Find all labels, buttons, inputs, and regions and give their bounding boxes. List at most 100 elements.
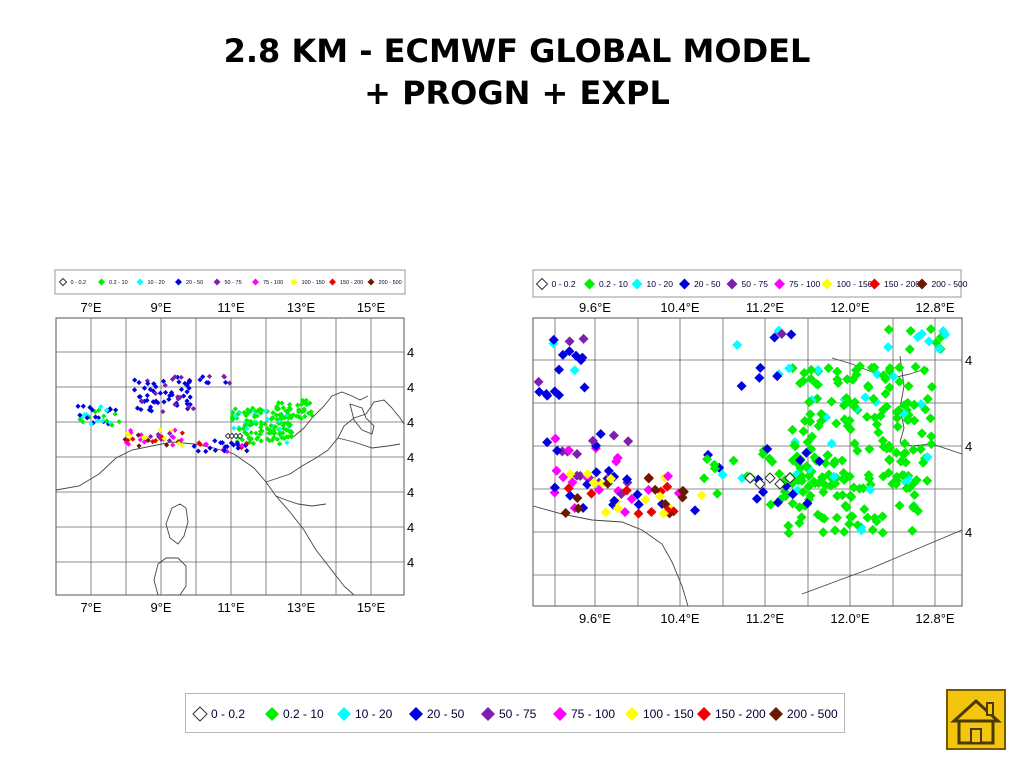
- coastline-path: [532, 505, 689, 607]
- station-marker: [162, 389, 169, 396]
- coastline-path: [337, 437, 401, 449]
- lon-tick-bottom: 9.6°E: [579, 611, 611, 626]
- station-marker: [277, 426, 283, 432]
- station-marker: [557, 446, 568, 457]
- station-marker: [755, 362, 766, 373]
- legend-label: 0 - 0.2: [71, 280, 87, 286]
- lon-tick-top: 9°E: [150, 300, 171, 315]
- station-marker: [900, 457, 911, 468]
- station-marker: [784, 472, 796, 484]
- station-marker: [848, 482, 859, 493]
- station-marker: [611, 456, 622, 467]
- station-marker: [696, 490, 707, 501]
- station-marker: [147, 386, 153, 393]
- legend-label: 0.2 - 10: [599, 279, 628, 289]
- station-marker: [246, 435, 252, 441]
- station-marker: [878, 370, 889, 381]
- lon-tick-bottom: 10.4°E: [660, 611, 700, 626]
- coastline-path: [265, 399, 405, 483]
- station-marker: [918, 457, 929, 468]
- station-marker: [551, 465, 562, 476]
- station-marker: [790, 441, 801, 452]
- station-marker: [160, 378, 167, 384]
- station-marker: [916, 428, 927, 439]
- station-marker: [150, 399, 156, 405]
- legend-marker: [175, 278, 182, 286]
- legend-label: 75 - 100: [789, 279, 820, 289]
- map-right-frame: [532, 317, 963, 607]
- legend-label: 20 - 50: [694, 279, 721, 289]
- station-marker: [798, 376, 809, 387]
- station-marker: [608, 430, 619, 441]
- station-marker: [839, 526, 850, 537]
- station-marker: [883, 342, 894, 353]
- station-marker: [677, 485, 688, 496]
- station-marker: [586, 488, 597, 499]
- legend-label: 150 - 200: [884, 279, 920, 289]
- lon-tick-top: 13°E: [287, 300, 316, 315]
- station-marker: [573, 503, 584, 514]
- station-marker: [805, 373, 816, 384]
- legend-marker: [631, 278, 643, 290]
- station-marker: [856, 525, 867, 536]
- lon-tick-top: 11.2°E: [746, 300, 785, 315]
- station-marker: [865, 484, 876, 495]
- station-marker: [280, 405, 287, 411]
- station-marker: [871, 419, 882, 430]
- station-marker: [658, 508, 669, 519]
- station-marker: [181, 393, 187, 399]
- station-marker: [148, 408, 155, 414]
- station-marker: [794, 518, 805, 529]
- lon-tick-bottom: 11.2°E: [746, 611, 785, 626]
- station-marker: [908, 502, 919, 513]
- legend-label: 100 - 150: [302, 280, 325, 286]
- station-marker: [767, 456, 778, 467]
- station-marker: [831, 418, 842, 429]
- corsica-outline: [165, 503, 189, 545]
- station-marker: [703, 449, 714, 460]
- lat-tick-right: 42°N: [407, 520, 414, 535]
- station-marker: [774, 468, 785, 479]
- station-marker: [919, 365, 930, 376]
- station-marker: [849, 438, 860, 449]
- legend-marker: [265, 707, 279, 721]
- station-marker: [157, 427, 163, 433]
- lon-tick-bottom: 12.0°E: [830, 611, 870, 626]
- istria-outline: [349, 403, 375, 435]
- station-marker: [838, 400, 849, 411]
- station-marker: [280, 423, 286, 429]
- station-marker: [864, 443, 875, 454]
- station-marker: [852, 445, 863, 456]
- station-marker: [130, 436, 136, 442]
- station-marker: [916, 328, 927, 339]
- station-marker: [863, 380, 874, 391]
- station-marker: [801, 461, 812, 472]
- station-marker: [877, 435, 888, 446]
- legend-label: 200 - 500: [932, 279, 968, 289]
- station-marker: [232, 406, 239, 412]
- station-marker: [264, 436, 271, 442]
- map-left-grid: [56, 318, 404, 595]
- station-marker: [620, 507, 631, 518]
- station-marker: [860, 392, 871, 403]
- home-button[interactable]: [946, 689, 1006, 750]
- station-marker: [221, 447, 228, 453]
- title-line-1: 2.8 KM - ECMWF GLOBAL MODEL: [223, 32, 811, 70]
- station-marker: [714, 462, 725, 473]
- station-marker: [875, 411, 886, 422]
- legend-marker: [367, 278, 375, 286]
- station-marker: [575, 470, 586, 481]
- station-marker: [786, 329, 797, 340]
- station-marker: [294, 402, 301, 408]
- station-marker: [830, 525, 841, 536]
- legend-bar: 0 - 0.2 0.2 - 10 10 - 20 20 - 50 50 - 75 75 -…: [185, 693, 845, 733]
- station-marker: [533, 376, 544, 387]
- station-marker: [880, 388, 891, 399]
- legend-label: 200 - 500: [787, 707, 838, 721]
- legend-label: 100 - 150: [837, 279, 873, 289]
- station-marker: [275, 420, 282, 426]
- station-marker: [161, 399, 167, 405]
- station-marker: [588, 477, 599, 488]
- station-marker: [817, 472, 828, 483]
- station-marker: [226, 380, 233, 386]
